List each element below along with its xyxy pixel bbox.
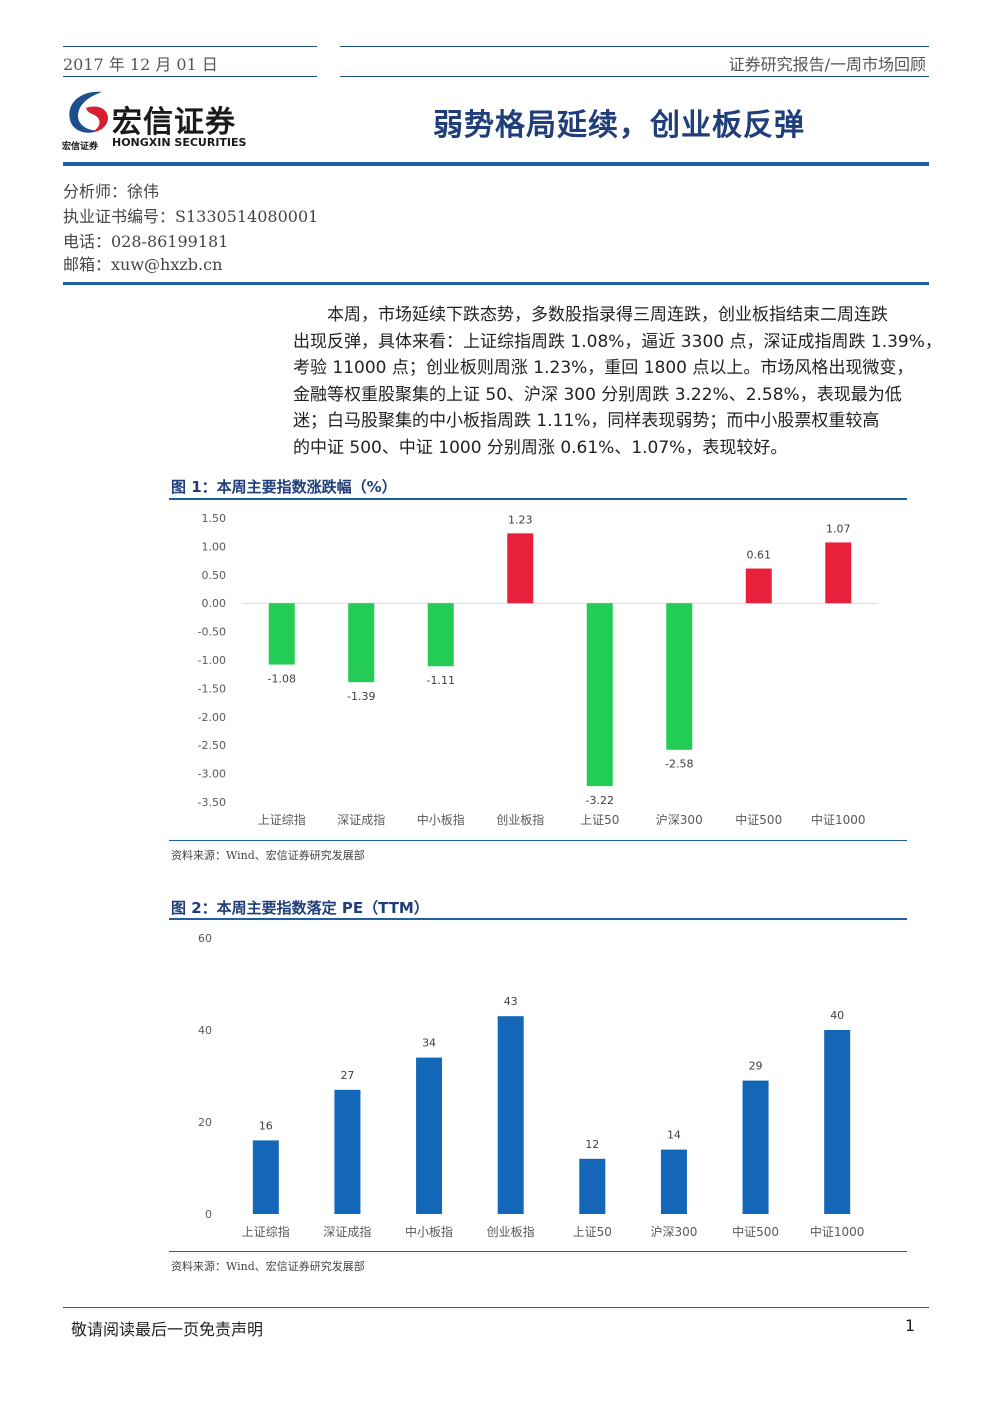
summary-line: 金融等权重股聚集的上证 50、沪深 300 分别周跌 3.22%、2.58%，表… [293,384,902,405]
data-label: -1.11 [427,674,455,687]
category-label: 上证综指 [242,1224,290,1239]
hongxin-logo-icon [69,91,108,133]
category-label: 上证50 [573,1225,612,1239]
analyst-name: 分析师：徐伟 [63,182,160,201]
footer-disclaimer: 敬请阅读最后一页免责声明 [71,1320,264,1339]
data-label: 43 [504,995,518,1008]
category-label: 深证成指 [337,812,385,827]
title-divider [63,162,929,166]
category-label: 中证500 [732,1224,779,1239]
y-tick-label: -2.00 [198,711,226,724]
y-tick-label: 20 [198,1116,212,1129]
bar [586,603,613,787]
y-tick-label: 0.00 [202,597,227,610]
category-label: 创业板指 [496,812,544,827]
category-label: 创业板指 [487,1224,535,1239]
data-label: -2.58 [665,758,693,771]
logo-name-cn: 宏信证券 [112,105,236,140]
y-tick-label: -3.50 [198,796,226,809]
category-label: 沪深300 [650,1225,697,1239]
category-label: 沪深300 [656,813,703,827]
figure2-top-rule [169,918,907,920]
bar [507,533,534,604]
summary-line: 考验 11000 点；创业板则周涨 1.23%，重回 1800 点以上。市场风格… [293,358,914,379]
figure1-bottom-rule [169,840,907,841]
bar [416,1057,443,1214]
y-tick-label: -1.50 [198,682,226,695]
logo-small-cn: 宏信证券 [62,142,99,152]
analyst-phone: 电话：028-86199181 [63,232,229,251]
data-label: 1.07 [826,522,851,535]
header-rule-left-top [63,46,317,47]
figure1-source: 资料来源：Wind、宏信证券研究发展部 [171,849,365,862]
bar [334,1089,361,1214]
logo-name-en: HONGXIN SECURITIES [112,136,247,149]
data-label: 12 [585,1138,599,1151]
header-rule-right-bottom [340,76,929,77]
data-label: 29 [749,1060,763,1073]
header-rule-right-top [340,46,929,47]
bar [579,1158,606,1214]
bar [666,603,693,750]
figure2-source: 资料来源：Wind、宏信证券研究发展部 [171,1260,365,1273]
summary-line: 出现反弹，具体来看：上证综指周跌 1.08%，逼近 3300 点，深证成指周跌 … [293,331,942,352]
bar [427,603,454,667]
bar [824,1030,851,1214]
header-rule-left-bottom [63,76,317,77]
category-label: 中证1000 [810,1224,865,1239]
report-section: 证券研究报告/一周市场回顾 [728,55,926,74]
y-tick-label: -1.00 [198,654,226,667]
bar [825,542,852,604]
category-label: 中证1000 [811,812,866,827]
category-label: 深证成指 [323,1224,371,1239]
data-label: 0.61 [747,549,772,562]
category-label: 中小板指 [417,812,465,827]
analyst-email: 邮箱：xuw@hxzb.cn [63,255,223,274]
bar [742,1080,769,1214]
data-label: 1.23 [508,513,533,526]
footer-rule [63,1307,929,1308]
bar [268,603,295,665]
data-label: 16 [259,1119,273,1132]
bar [497,1016,524,1214]
bar [348,603,375,683]
y-tick-label: 60 [198,932,212,945]
summary-line: 本周，市场延续下跌态势，多数股指录得三周连跌，创业板指结束二周连跌 [327,305,888,325]
page-number: 1 [904,1316,915,1335]
data-label: -3.22 [586,794,614,807]
y-tick-label: -0.50 [198,626,226,639]
info-divider [63,282,929,285]
bar [252,1140,279,1214]
summary-line: 迷；白马股聚集的中小板指周跌 1.11%，同样表现弱势；而中小股票权重较高 [293,411,880,432]
y-tick-label: -2.50 [198,739,226,752]
figure1-top-rule [169,498,907,500]
data-label: -1.08 [268,673,296,686]
data-label: 27 [340,1069,354,1082]
y-tick-label: 1.00 [202,540,227,553]
y-tick-label: 0.50 [202,569,227,582]
y-tick-label: -3.00 [198,768,226,781]
y-tick-label: 0 [205,1208,212,1221]
data-label: 40 [830,1009,844,1022]
y-tick-label: 1.50 [202,512,227,525]
data-label: -1.39 [347,690,375,703]
category-label: 上证50 [580,813,619,827]
category-label: 中证500 [735,812,782,827]
report-date: 2017 年 12 月 01 日 [63,55,218,74]
data-label: 14 [667,1129,681,1142]
page-title: 弱势格局延续，创业板反弹 [433,108,805,143]
data-label: 34 [422,1037,436,1050]
figure2-title: 图 2：本周主要指数落定 PE（TTM） [171,899,429,917]
category-label: 中小板指 [405,1224,453,1239]
bar [660,1149,687,1214]
y-tick-label: 40 [198,1024,212,1037]
bar [745,568,772,604]
analyst-cert: 执业证书编号：S1330514080001 [63,207,319,226]
category-label: 上证综指 [258,812,306,827]
summary-paragraph: 本周，市场延续下跌态势，多数股指录得三周连跌，创业板指结束二周连跌 出现反弹，具… [293,302,942,462]
summary-line: 的中证 500、中证 1000 分别周涨 0.61%、1.07%，表现较好。 [293,437,788,458]
figure1-title: 图 1：本周主要指数涨跌幅（%） [171,478,397,496]
figure2-bottom-rule [169,1251,907,1252]
